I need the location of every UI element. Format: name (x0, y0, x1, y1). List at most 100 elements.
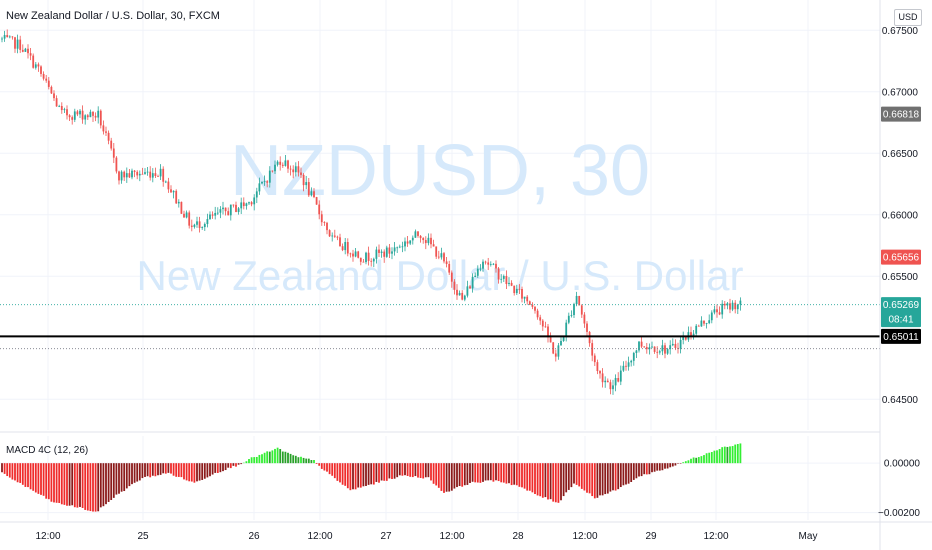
macd-bar (705, 453, 708, 464)
macd-bar (674, 463, 677, 466)
price-label: 0.65011 (881, 328, 921, 344)
macd-bar (448, 463, 451, 492)
candle (180, 201, 183, 214)
macd-bar (404, 463, 406, 476)
macd-bar (484, 463, 487, 481)
macd-bar (336, 463, 339, 481)
candle (393, 242, 396, 256)
candle (216, 207, 219, 215)
candle (183, 210, 185, 218)
candle (21, 44, 24, 53)
candle (99, 109, 102, 129)
candle (596, 359, 599, 375)
candle (71, 115, 74, 125)
candle (593, 353, 596, 367)
macd-bar (29, 463, 32, 490)
candle (549, 332, 552, 343)
macd-bar (328, 463, 331, 475)
macd-bar (396, 463, 399, 478)
macd-bar (185, 463, 188, 481)
macd-bar (196, 463, 198, 482)
macd-bar (565, 463, 568, 493)
candle (1, 36, 3, 43)
candle (287, 159, 289, 173)
candle (445, 256, 448, 268)
macd-bar (318, 463, 321, 466)
macd-bar (172, 463, 175, 476)
macd-bar (216, 463, 219, 473)
candle (700, 316, 703, 327)
candle (344, 237, 347, 255)
macd-bar (92, 463, 94, 512)
price-tick-label: 0.66000 (882, 210, 919, 221)
macd-bar (669, 463, 672, 468)
macd-bar (183, 463, 185, 480)
candle (497, 266, 500, 284)
candle (313, 188, 315, 199)
price-tick-label: 0.66500 (882, 149, 919, 160)
macd-bar (398, 463, 401, 476)
watermark: NZDUSD, 30 New Zealand Dollar / U.S. Dol… (137, 131, 744, 299)
candle (170, 185, 172, 194)
candle (328, 229, 331, 237)
candle (50, 85, 53, 94)
candle (274, 160, 276, 174)
macd-bar (718, 449, 721, 464)
time-axis[interactable]: 12:00 25 26 12:00 27 12:00 28 12:00 29 12:00 May (35, 531, 817, 542)
macd-bar (690, 458, 692, 464)
candle (214, 206, 217, 220)
candle (495, 260, 497, 273)
macd-bar (266, 451, 269, 464)
candle (560, 337, 562, 346)
price-label-text: 0.65011 (883, 332, 919, 343)
candle (515, 284, 518, 295)
macd-bar (734, 444, 737, 464)
candle (310, 187, 313, 197)
candle (565, 319, 568, 342)
macd-bar (372, 463, 375, 485)
candle (250, 201, 253, 207)
candle (378, 244, 380, 258)
candle (471, 273, 474, 293)
candle (32, 53, 35, 69)
macd-bar (68, 463, 71, 506)
candle (307, 177, 310, 197)
macd-bar (375, 463, 378, 482)
macd-bar (333, 463, 336, 479)
candle (552, 341, 555, 355)
macd-bar (417, 463, 419, 478)
price-axis[interactable]: 0.67500 0.67000 0.66500 0.66000 0.65500 0.645… (882, 26, 919, 406)
candle (224, 207, 227, 216)
macd-axis[interactable]: 0.00000 −0.00200 (878, 459, 920, 519)
candle (583, 312, 586, 328)
macd-bar (320, 463, 323, 469)
macd-bar (219, 463, 222, 473)
time-tick-label: 26 (248, 531, 260, 542)
candle (591, 339, 594, 362)
candle (539, 314, 542, 325)
candle (172, 190, 175, 199)
candle (645, 342, 648, 354)
price-label: 0.65656 (881, 249, 921, 265)
macd-bar (726, 446, 729, 464)
candle (157, 174, 159, 177)
candle (664, 342, 666, 359)
candle (606, 378, 609, 383)
macd-bar (427, 463, 430, 478)
candle (682, 331, 685, 345)
macd-bar (666, 463, 669, 469)
macd-bar (274, 448, 276, 464)
macd-bar (567, 463, 570, 490)
macd-bar (653, 463, 656, 472)
macd-bar (708, 452, 711, 464)
time-tick-label: 12:00 (35, 531, 60, 542)
currency-button[interactable]: USD (894, 9, 922, 26)
candle (625, 360, 627, 371)
candle (609, 379, 612, 395)
candle (302, 173, 305, 192)
candle (141, 167, 144, 175)
macd-bar (201, 463, 204, 480)
candle (76, 109, 79, 117)
candle (167, 177, 170, 193)
macd-bar (401, 463, 404, 476)
